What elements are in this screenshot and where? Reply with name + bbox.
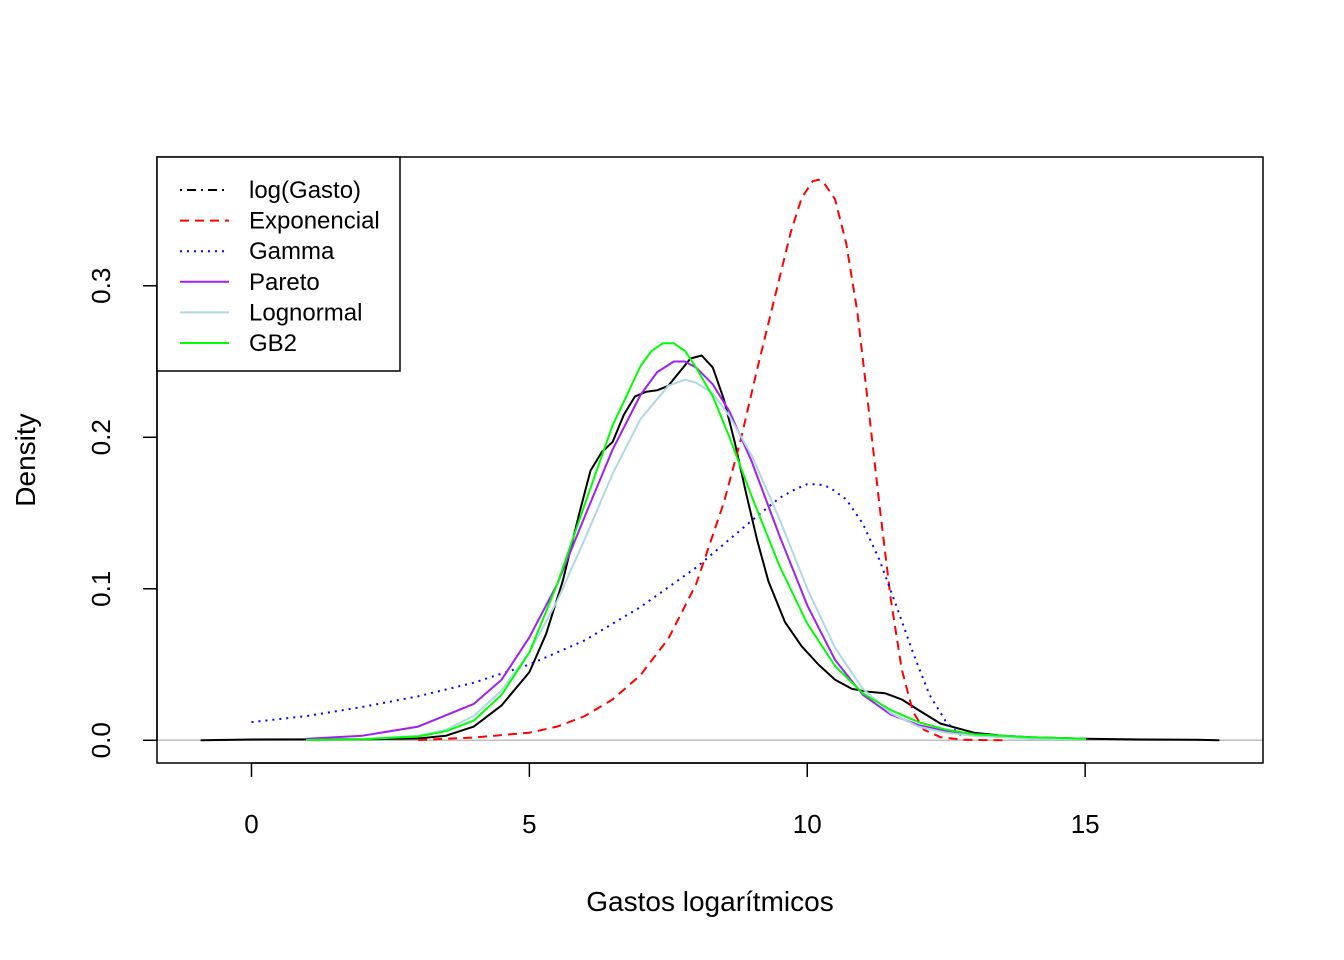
series-lines [200, 178, 1220, 742]
x-axis-title: Gastos logarítmicos [586, 886, 833, 917]
x-axis: 0 5 10 15 [244, 762, 1100, 839]
y-tick-label: 0.1 [86, 571, 116, 607]
legend-label-1: Exponencial [249, 208, 380, 235]
y-tick-label: 0.0 [86, 722, 116, 758]
y-tick-label: 0.2 [86, 419, 116, 455]
x-tick-label: 5 [522, 809, 536, 839]
legend-label-4: Lognormal [249, 299, 362, 326]
x-tick-label: 0 [244, 809, 258, 839]
legend-label-2: Gamma [249, 238, 335, 265]
series-line-0 [200, 354, 1220, 742]
series-line-5 [306, 342, 1087, 741]
legend-box [156, 156, 401, 372]
y-tick-label: 0.3 [86, 268, 116, 304]
y-axis-title: Density [10, 413, 41, 506]
legend-label-0: log(Gasto) [249, 177, 361, 204]
series-line-1 [418, 178, 1008, 742]
legend-label-3: Pareto [249, 269, 320, 296]
x-tick-label: 10 [793, 809, 822, 839]
legend: log(Gasto) Exponencial Gamma Pareto Lognorma… [156, 156, 401, 372]
y-axis: 0.0 0.1 0.2 0.3 [86, 268, 158, 758]
x-tick-label: 15 [1071, 809, 1100, 839]
series-line-4 [306, 378, 1087, 741]
legend-label-5: GB2 [249, 330, 297, 357]
